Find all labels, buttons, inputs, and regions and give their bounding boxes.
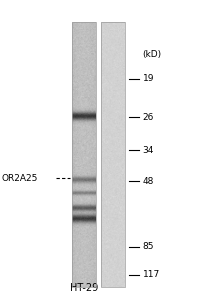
Text: 85: 85 xyxy=(143,242,154,251)
Bar xyxy=(101,22,125,287)
Text: 34: 34 xyxy=(143,146,154,154)
Text: OR2A25: OR2A25 xyxy=(1,174,38,183)
Text: 26: 26 xyxy=(143,113,154,122)
Text: HT-29: HT-29 xyxy=(70,283,98,293)
Text: (kD): (kD) xyxy=(143,50,162,59)
Bar xyxy=(72,22,96,287)
Text: 117: 117 xyxy=(143,270,160,279)
Text: 19: 19 xyxy=(143,74,154,83)
Text: 48: 48 xyxy=(143,177,154,186)
